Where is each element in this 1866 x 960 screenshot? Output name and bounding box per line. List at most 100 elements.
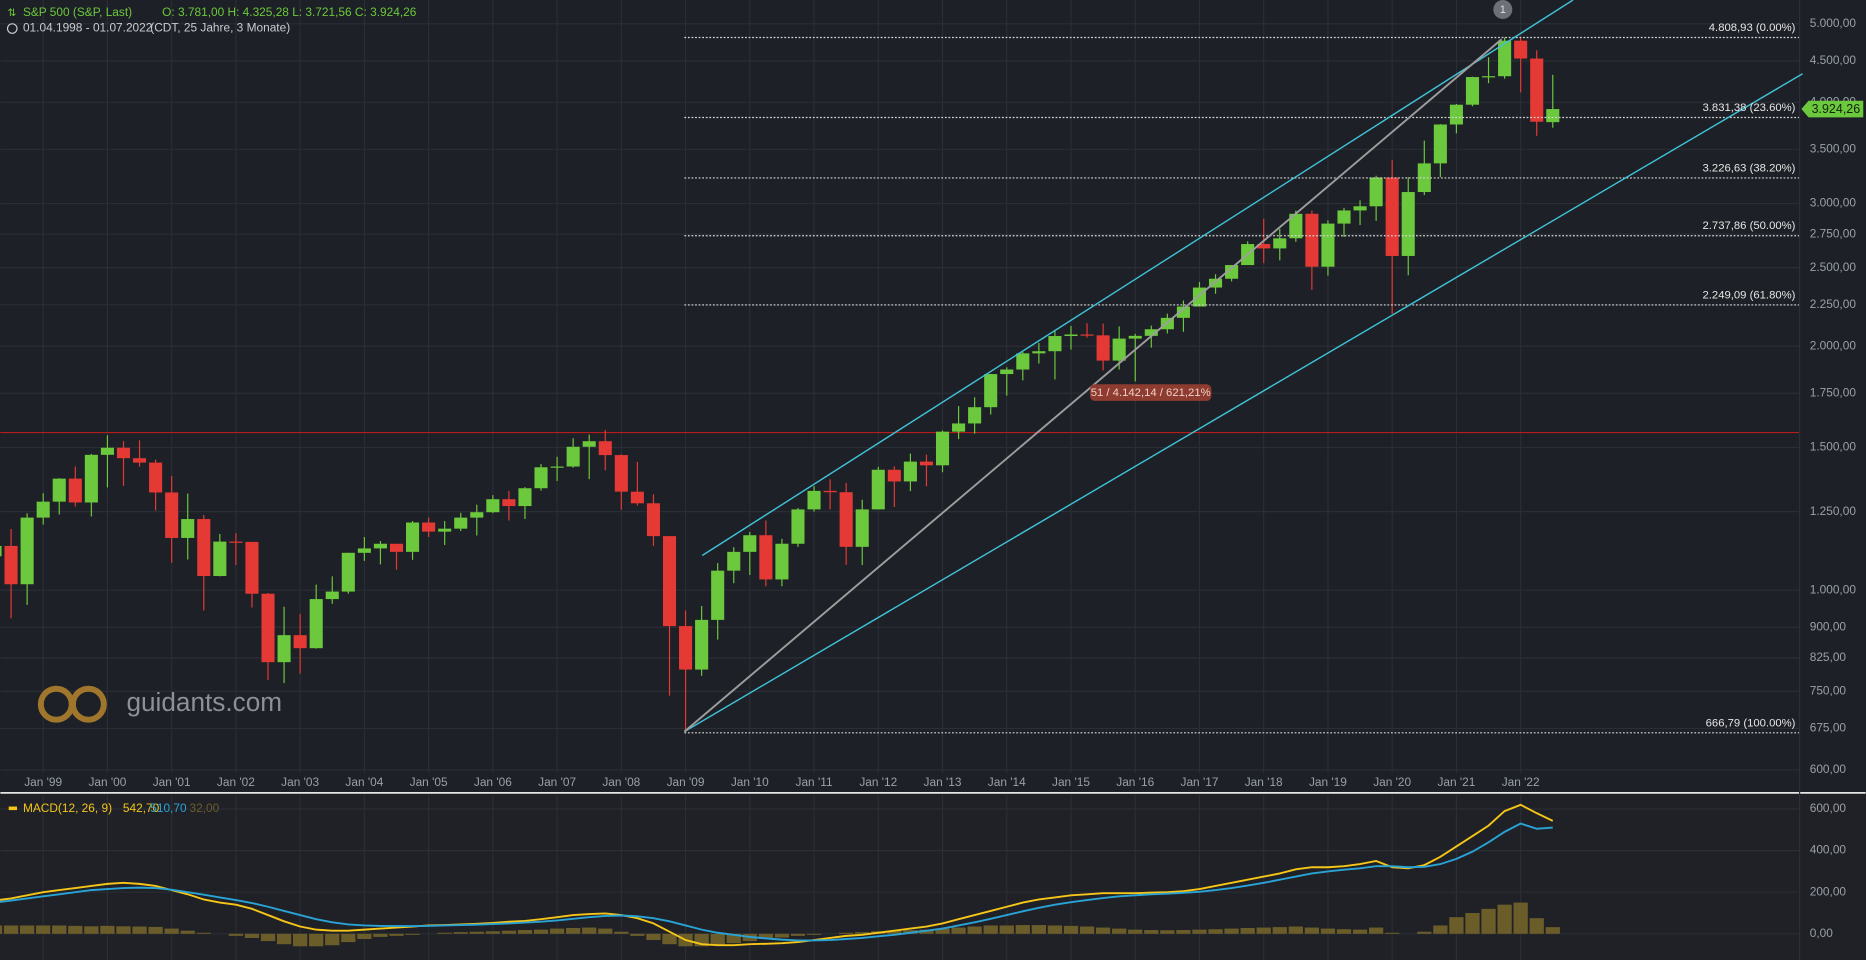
histogram-bar: [357, 933, 372, 939]
candle-body: [293, 635, 307, 649]
histogram-bar: [614, 931, 629, 934]
y-tick-label: 1.000,00: [1810, 582, 1857, 596]
y-tick-label: 750,00: [1810, 684, 1847, 698]
channel-upper: [701, 0, 1574, 557]
candle-body: [357, 548, 371, 553]
signal-legend-value: 510,70: [150, 801, 187, 815]
histogram-bar: [517, 930, 533, 934]
y-tick-label: 5.000,00: [1810, 16, 1857, 30]
x-tick-label: Jan '07: [538, 775, 576, 789]
x-tick-label: Jan '02: [217, 775, 255, 789]
histogram-bar: [549, 928, 565, 934]
candle-body: [614, 455, 628, 492]
y-tick-label: 400,00: [1810, 843, 1847, 857]
candle-body: [149, 462, 163, 493]
candle-body: [871, 469, 885, 510]
event-marker-label[interactable]: 1: [1500, 4, 1506, 16]
candle-body: [1144, 329, 1158, 336]
histogram-bar: [533, 929, 549, 934]
x-tick-label: Jan '03: [281, 775, 319, 789]
x-tick-label: Jan '99: [24, 775, 62, 789]
histogram-bar: [501, 930, 517, 934]
x-tick-label: Jan '09: [667, 775, 705, 789]
macd-legend[interactable]: MACD(12, 26, 9): [23, 801, 112, 815]
histogram-bar: [373, 933, 388, 937]
candle-body: [1016, 353, 1030, 370]
ohlc: O: 3.781,00 H: 4.325,28 L: 3.721,56 C: 3…: [162, 5, 417, 19]
fib-label: 2.249,09 (61.80%): [1703, 289, 1796, 301]
y-tick-label: 2.250,00: [1810, 297, 1857, 311]
candle-body: [887, 469, 901, 482]
candle-body: [309, 599, 323, 649]
candle-body: [1449, 104, 1463, 125]
histogram-bar: [1449, 917, 1464, 934]
candle-body: [1080, 334, 1094, 336]
candle-body: [20, 517, 34, 585]
histogram-bar: [1160, 930, 1175, 934]
x-tick-label: Jan '15: [1052, 775, 1090, 789]
histogram-bar: [19, 925, 35, 934]
candle-body: [406, 522, 420, 552]
y-tick-label: 4.500,00: [1810, 53, 1857, 67]
candle-body: [1481, 76, 1496, 78]
histogram-bar: [1481, 908, 1496, 934]
candle-body: [0, 545, 2, 557]
clock-icon: [6, 23, 18, 34]
histogram-bar: [1385, 932, 1400, 934]
candle-body: [438, 528, 452, 532]
candle-body: [711, 570, 725, 620]
histogram-bar: [1144, 930, 1159, 934]
candle-body: [839, 492, 853, 547]
y-tick-label: 2.750,00: [1810, 226, 1857, 240]
candle-body: [1112, 338, 1126, 361]
histogram-bar: [1208, 929, 1223, 934]
candle-body: [903, 461, 917, 482]
histogram-bar: [566, 927, 581, 934]
x-tick-label: Jan '06: [474, 775, 512, 789]
candle-body: [1498, 40, 1512, 77]
candle-body: [133, 458, 147, 463]
candle-body: [968, 407, 982, 424]
candle-body: [662, 536, 677, 627]
candle-body: [502, 499, 516, 507]
histogram-bar: [260, 933, 276, 942]
candle-body: [1000, 369, 1014, 375]
y-tick-label: 600,00: [1810, 762, 1847, 776]
candle-body: [1530, 58, 1544, 122]
histogram-bar: [710, 933, 725, 946]
candle-body: [36, 501, 50, 518]
symbol[interactable]: S&P 500 (S&P, Last): [23, 5, 132, 19]
histogram-bar: [164, 928, 179, 934]
candle-body: [422, 522, 436, 532]
candle-body: [116, 447, 131, 459]
x-tick-label: Jan '00: [88, 775, 126, 789]
x-tick-label: Jan '05: [410, 775, 448, 789]
candle-body: [229, 541, 243, 543]
candle-body: [823, 490, 837, 493]
y-tick-label: 200,00: [1810, 884, 1847, 898]
histogram-bar: [132, 926, 147, 934]
histogram-bar: [774, 933, 790, 938]
histogram-bar: [68, 925, 83, 934]
histogram-bar: [1320, 928, 1336, 934]
candle-body: [646, 503, 660, 537]
y-tick-label: 600,00: [1810, 801, 1847, 815]
histogram-bar: [1368, 927, 1384, 934]
histogram-bar: [485, 931, 500, 934]
histogram-bar: [999, 925, 1014, 934]
histogram-bar: [951, 927, 966, 934]
histogram-bar: [983, 925, 998, 934]
histogram-bar: [646, 933, 661, 941]
candle-body: [454, 517, 468, 529]
candle-body: [518, 488, 532, 507]
histogram-bar: [1433, 925, 1448, 934]
candle-body: [1465, 77, 1480, 105]
y-tick-label: 675,00: [1810, 721, 1847, 735]
histogram-bar: [116, 926, 131, 934]
histogram-bar: [180, 930, 195, 934]
macd-legend-swatch: [8, 806, 18, 811]
event-marker[interactable]: [1493, 0, 1513, 20]
histogram-bar: [1047, 925, 1063, 934]
